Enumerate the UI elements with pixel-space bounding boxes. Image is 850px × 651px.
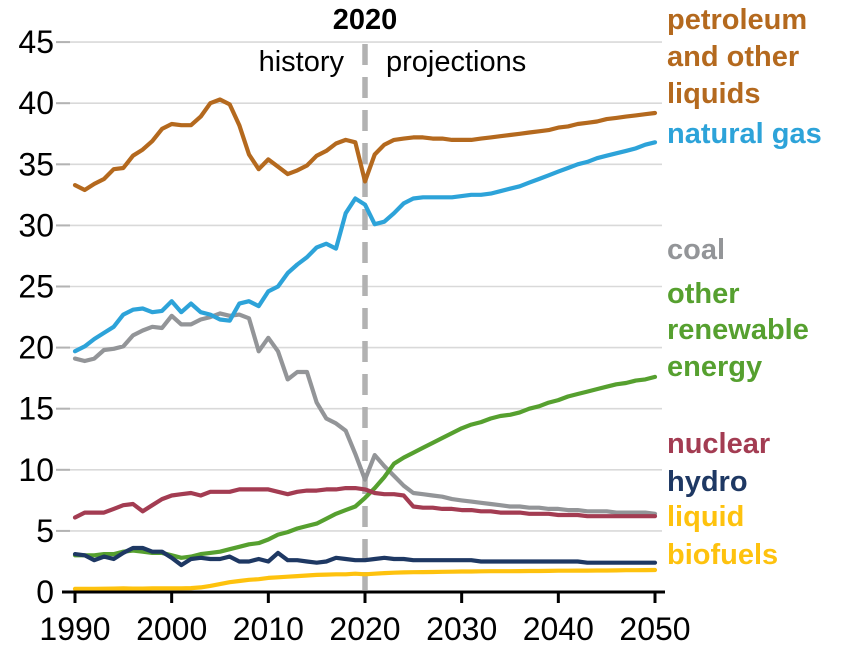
y-tick-label: 20 — [18, 330, 54, 366]
legend-label-other-renewables: energy — [667, 351, 762, 383]
y-tick-label: 45 — [18, 24, 54, 60]
legend-label-other-renewables: renewable — [667, 314, 809, 346]
series-line-coal — [72, 311, 658, 516]
legend-label-other-renewables: other — [667, 278, 740, 310]
legend-label-petroleum: liquids — [667, 78, 760, 110]
series-line-natural-gas — [72, 140, 658, 354]
projections-label: projections — [386, 46, 526, 78]
y-tick-label: 10 — [18, 452, 54, 488]
y-tick-label: 30 — [18, 207, 54, 243]
legend-label-liquid-biofuels: liquid — [667, 501, 744, 533]
legend-label-natural-gas: natural gas — [667, 118, 822, 150]
y-axis-group: 0 5 10 15 20 25 30 35 40 45 — [18, 24, 70, 610]
y-tick-label: 0 — [36, 574, 54, 610]
x-tick-label: 2030 — [426, 611, 497, 647]
x-tick-label: 2040 — [523, 611, 594, 647]
legend-label-petroleum: petroleum — [667, 4, 807, 36]
x-tick-label: 2020 — [329, 611, 400, 647]
series-line-hydro — [72, 545, 658, 568]
y-tick-label: 40 — [18, 85, 54, 121]
series-line-liquid-biofuels — [72, 567, 658, 592]
legend-label-liquid-biofuels: biofuels — [667, 539, 778, 571]
series-line-other-renewables — [72, 374, 658, 560]
series-line-petroleum — [72, 97, 658, 193]
x-tick-label: 2010 — [233, 611, 304, 647]
divider-year-label: 2020 — [333, 4, 398, 36]
x-tick-label: 1990 — [39, 611, 110, 647]
x-tick-label: 2000 — [136, 611, 207, 647]
gridlines-group — [58, 41, 662, 532]
legend-group: petroleum and other liquids natural gas coal… — [667, 4, 822, 571]
series-line-nuclear — [72, 486, 658, 520]
series-lines-group — [72, 97, 658, 592]
history-projection-divider-group: 2020 history projections — [259, 4, 526, 590]
y-tick-label: 15 — [18, 391, 54, 427]
y-tick-label: 5 — [36, 513, 54, 549]
legend-label-coal: coal — [667, 234, 725, 266]
y-tick-label: 25 — [18, 269, 54, 305]
legend-label-nuclear: nuclear — [667, 428, 770, 460]
y-tick-label: 35 — [18, 146, 54, 182]
x-tick-label: 2050 — [619, 611, 690, 647]
history-label: history — [259, 46, 345, 78]
x-axis-group: 1990 2000 2010 2020 2030 2040 2050 — [39, 590, 691, 647]
legend-label-hydro: hydro — [667, 466, 748, 498]
legend-label-petroleum: and other — [667, 41, 799, 73]
